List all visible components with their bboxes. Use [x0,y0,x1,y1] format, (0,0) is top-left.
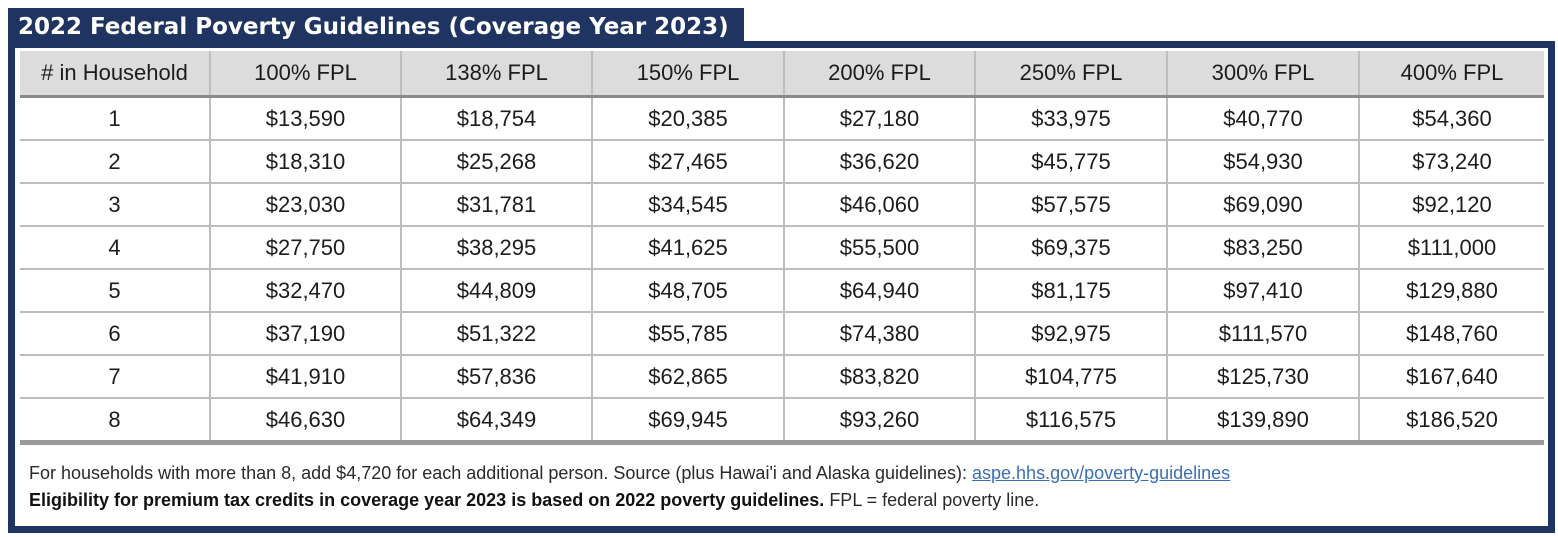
income-threshold-cell: $62,865 [592,355,785,399]
income-threshold-cell: $81,175 [975,269,1168,313]
income-threshold-cell: $57,836 [401,355,593,399]
table-title: 2022 Federal Poverty Guidelines (Coverag… [8,8,744,44]
table-row: 2 $18,310 $25,268 $27,465 $36,620 $45,775 $54,… [20,140,1544,184]
income-threshold-cell: $32,470 [210,269,402,313]
income-threshold-cell: $54,930 [1167,140,1360,184]
income-threshold-cell: $23,030 [210,183,402,227]
income-threshold-cell: $111,000 [1359,226,1544,270]
footnote-line-1: For households with more than 8, add $4,… [29,460,1529,487]
household-size-cell: 3 [20,183,211,227]
table-row: 5 $32,470 $44,809 $48,705 $64,940 $81,175 $97,… [20,269,1544,313]
income-threshold-cell: $111,570 [1167,312,1360,356]
income-threshold-cell: $20,385 [592,96,785,141]
header-row: # in Household 100% FPL 138% FPL 150% FPL 20… [20,51,1544,98]
household-size-cell: 2 [20,140,211,184]
income-threshold-cell: $69,945 [592,398,785,445]
footnotes: For households with more than 8, add $4,… [29,460,1529,514]
eligibility-note: Eligibility for premium tax credits in c… [29,490,825,510]
table-frame: # in Household 100% FPL 138% FPL 150% FPL 20… [8,41,1555,533]
income-threshold-cell: $83,820 [784,355,976,399]
income-threshold-cell: $83,250 [1167,226,1360,270]
income-threshold-cell: $57,575 [975,183,1168,227]
income-threshold-cell: $69,090 [1167,183,1360,227]
income-threshold-cell: $18,754 [401,96,593,141]
column-header: 150% FPL [592,51,785,98]
income-threshold-cell: $104,775 [975,355,1168,399]
income-threshold-cell: $31,781 [401,183,593,227]
income-threshold-cell: $55,785 [592,312,785,356]
income-threshold-cell: $41,625 [592,226,785,270]
income-threshold-cell: $18,310 [210,140,402,184]
income-threshold-cell: $38,295 [401,226,593,270]
income-threshold-cell: $69,375 [975,226,1168,270]
source-link[interactable]: aspe.hhs.gov/poverty-guidelines [972,463,1231,483]
income-threshold-cell: $64,940 [784,269,976,313]
column-header: 400% FPL [1359,51,1544,98]
income-threshold-cell: $55,500 [784,226,976,270]
table-row: 4 $27,750 $38,295 $41,625 $55,500 $69,375 $83,… [20,226,1544,270]
income-threshold-cell: $33,975 [975,96,1168,141]
table-row: 3 $23,030 $31,781 $34,545 $46,060 $57,575 $69,… [20,183,1544,227]
column-header: # in Household [20,51,211,98]
household-size-cell: 7 [20,355,211,399]
income-threshold-cell: $125,730 [1167,355,1360,399]
household-size-cell: 1 [20,96,211,141]
income-threshold-cell: $37,190 [210,312,402,356]
income-threshold-cell: $139,890 [1167,398,1360,445]
household-size-cell: 6 [20,312,211,356]
table-row: 1 $13,590 $18,754 $20,385 $27,180 $33,975 $40,… [20,96,1544,141]
income-threshold-cell: $51,322 [401,312,593,356]
table-row: 6 $37,190 $51,322 $55,785 $74,380 $92,975 $111… [20,312,1544,356]
table-row: 8 $46,630 $64,349 $69,945 $93,260 $116,575 $13… [20,398,1544,445]
income-threshold-cell: $54,360 [1359,96,1544,141]
household-size-cell: 5 [20,269,211,313]
income-threshold-cell: $36,620 [784,140,976,184]
column-header: 250% FPL [975,51,1168,98]
income-threshold-cell: $97,410 [1167,269,1360,313]
income-threshold-cell: $27,750 [210,226,402,270]
footnote-additional-person-text: For households with more than 8, add $4,… [29,463,973,483]
income-threshold-cell: $45,775 [975,140,1168,184]
household-size-cell: 8 [20,398,211,445]
income-threshold-cell: $44,809 [401,269,593,313]
income-threshold-cell: $34,545 [592,183,785,227]
income-threshold-cell: $27,180 [784,96,976,141]
footnote-line-2: Eligibility for premium tax credits in c… [29,487,1529,514]
income-threshold-cell: $41,910 [210,355,402,399]
column-header: 300% FPL [1167,51,1360,98]
income-threshold-cell: $92,975 [975,312,1168,356]
income-threshold-cell: $116,575 [975,398,1168,445]
column-header: 200% FPL [784,51,976,98]
income-threshold-cell: $167,640 [1359,355,1544,399]
income-threshold-cell: $93,260 [784,398,976,445]
column-header: 138% FPL [401,51,593,98]
income-threshold-cell: $64,349 [401,398,593,445]
poverty-guidelines-table: # in Household 100% FPL 138% FPL 150% FPL 20… [20,51,1544,445]
table-body: 1 $13,590 $18,754 $20,385 $27,180 $33,975 $40,… [20,96,1544,445]
income-threshold-cell: $40,770 [1167,96,1360,141]
income-threshold-cell: $27,465 [592,140,785,184]
income-threshold-cell: $92,120 [1359,183,1544,227]
income-threshold-cell: $129,880 [1359,269,1544,313]
column-header: 100% FPL [210,51,402,98]
income-threshold-cell: $46,060 [784,183,976,227]
table-row: 7 $41,910 $57,836 $62,865 $83,820 $104,775 $12… [20,355,1544,399]
poverty-guidelines-table-wrap: # in Household 100% FPL 138% FPL 150% FPL 20… [20,51,1544,445]
income-threshold-cell: $48,705 [592,269,785,313]
fpl-definition: FPL = federal poverty line. [824,490,1040,510]
income-threshold-cell: $186,520 [1359,398,1544,445]
income-threshold-cell: $74,380 [784,312,976,356]
household-size-cell: 4 [20,226,211,270]
income-threshold-cell: $148,760 [1359,312,1544,356]
income-threshold-cell: $25,268 [401,140,593,184]
income-threshold-cell: $73,240 [1359,140,1544,184]
income-threshold-cell: $46,630 [210,398,402,445]
income-threshold-cell: $13,590 [210,96,402,141]
